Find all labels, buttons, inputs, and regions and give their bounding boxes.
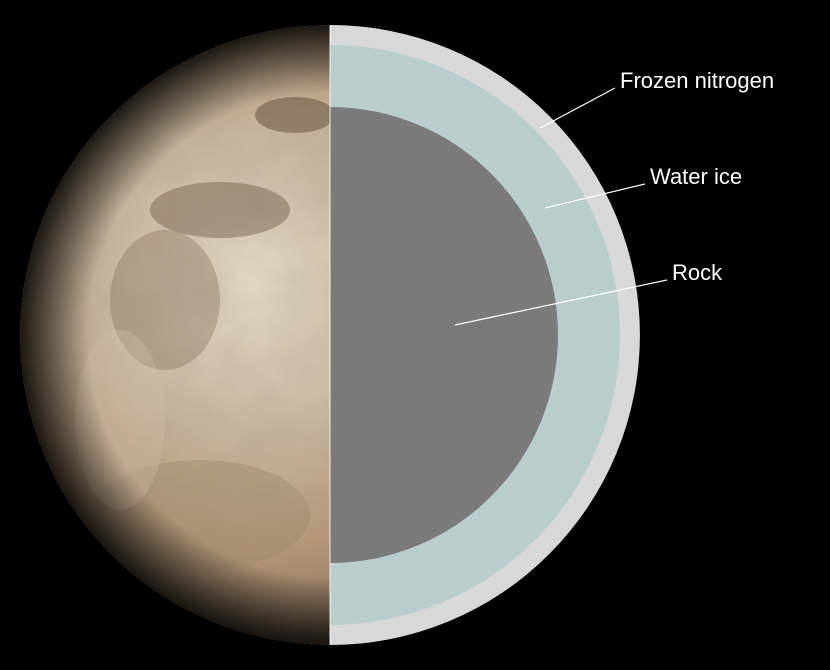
- diagram-stage: Frozen nitrogen Water ice Rock: [0, 0, 830, 670]
- planet-cutaway-svg: [0, 0, 830, 670]
- label-water-ice: Water ice: [650, 164, 742, 190]
- label-frozen-nitrogen: Frozen nitrogen: [620, 68, 774, 94]
- cutaway-layers: [330, 25, 640, 645]
- label-rock: Rock: [672, 260, 722, 286]
- leader-frozen_nitrogen: [540, 88, 615, 128]
